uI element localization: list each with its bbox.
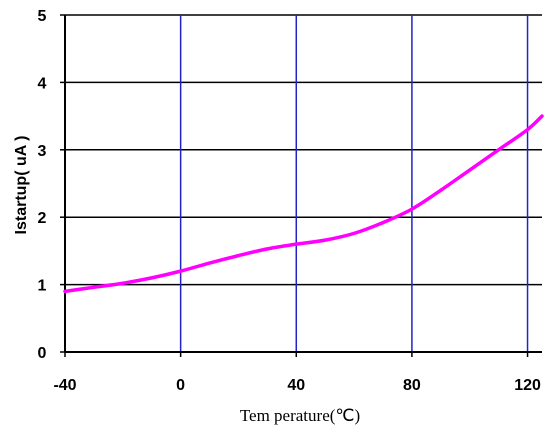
- y-tick-label-4: 4: [38, 75, 47, 92]
- axes: [60, 14, 542, 357]
- y-axis-label: Istartup( uA ): [13, 136, 30, 235]
- y-tick-label-5: 5: [38, 8, 47, 25]
- x-tick-label-0: -40: [53, 377, 76, 394]
- x-tick-label-2: 40: [287, 377, 305, 394]
- y-tick-labels: 0 1 2 3 4 5: [38, 8, 47, 362]
- y-tick-label-0: 0: [38, 345, 47, 362]
- x-tick-label-4: 120: [514, 377, 541, 394]
- x-axis-label: Tem perature(℃): [240, 406, 360, 425]
- vertical-grid: [179, 15, 529, 352]
- series-layer: [63, 114, 544, 294]
- horizontal-grid: [65, 14, 542, 286]
- y-tick-label-1: 1: [38, 278, 47, 295]
- y-tick-label-2: 2: [38, 210, 47, 227]
- y-tick-label-3: 3: [38, 143, 47, 160]
- x-tick-labels: -40 0 40 80 120: [53, 377, 541, 394]
- series-line-0: [63, 114, 544, 294]
- x-tick-label-3: 80: [403, 377, 421, 394]
- x-tick-label-1: 0: [176, 377, 185, 394]
